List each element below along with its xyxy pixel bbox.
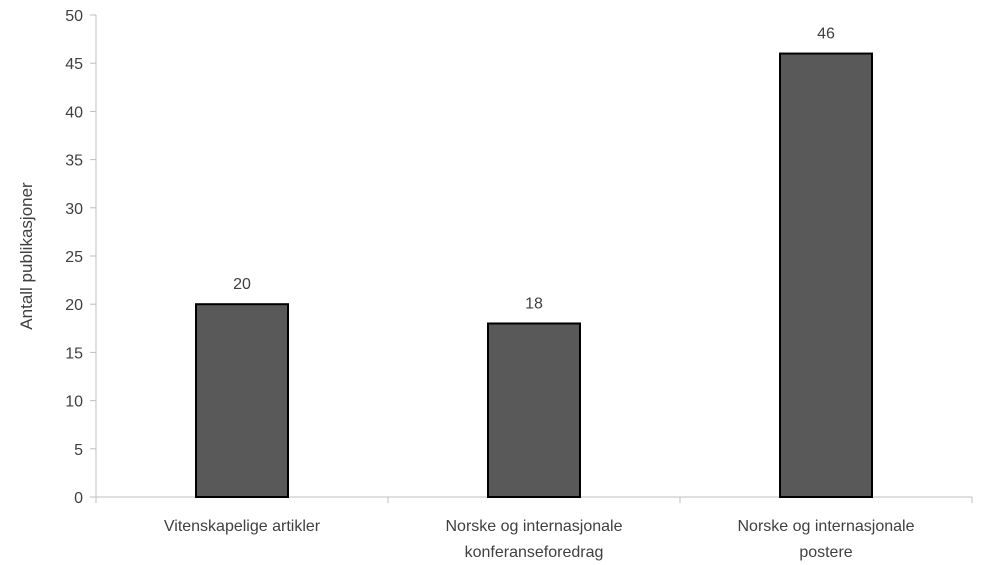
y-tick-label: 25 xyxy=(65,249,83,266)
y-tick-label: 20 xyxy=(65,297,83,314)
data-labels: 20 18 46 xyxy=(233,26,835,313)
y-tick-label: 15 xyxy=(65,345,83,362)
y-tick-label: 50 xyxy=(65,8,83,25)
y-tick-label: 45 xyxy=(65,56,83,73)
bars xyxy=(195,52,873,499)
bar xyxy=(779,52,873,499)
category-label: Norske og internasjonale xyxy=(446,518,623,535)
y-tick-label: 35 xyxy=(65,153,83,170)
category-label: konferanseforedrag xyxy=(465,544,604,561)
y-tick-label: 10 xyxy=(65,394,83,411)
category-label: Norske og internasjonale xyxy=(738,518,915,535)
y-tick-label: 5 xyxy=(74,442,83,459)
y-tick-label: 0 xyxy=(74,490,83,507)
y-axis: 0 5 10 15 20 25 30 35 40 45 50 xyxy=(65,8,97,507)
data-label: 18 xyxy=(525,295,543,312)
data-label: 46 xyxy=(817,26,835,43)
category-label: postere xyxy=(799,544,852,561)
data-label: 20 xyxy=(233,276,251,293)
y-tick-label: 30 xyxy=(65,201,83,218)
category-labels: Vitenskapelige artikler Norske og interna… xyxy=(164,518,915,561)
category-label: Vitenskapelige artikler xyxy=(164,518,321,535)
y-tick-label: 40 xyxy=(65,104,83,121)
y-axis-title: Antall publikasjoner xyxy=(17,182,36,330)
bar xyxy=(487,322,581,499)
bar xyxy=(195,303,289,499)
